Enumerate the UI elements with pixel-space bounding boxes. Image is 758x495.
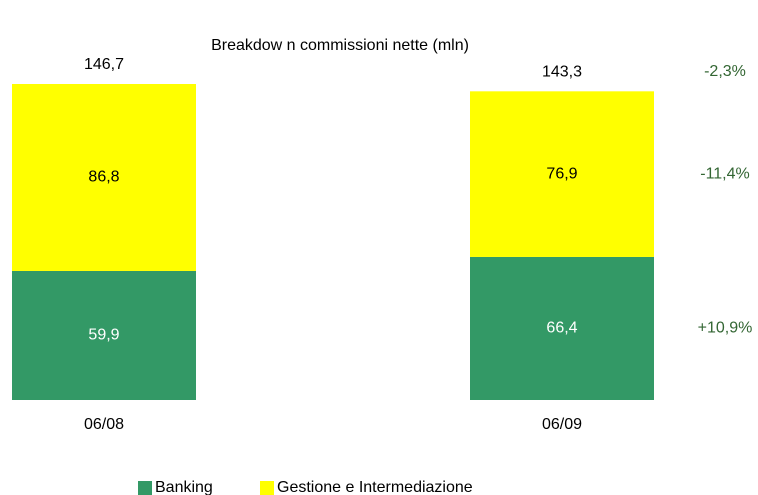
total-label: 146,7 [84,56,124,73]
legend-swatch [138,481,152,495]
total-label: 143,3 [542,64,582,81]
change-label: -11,4% [700,165,750,182]
change-label: -2,3% [704,63,746,80]
x-tick-label: 06/09 [542,416,582,433]
chart-title: Breakdow n commissioni nette (mln) [211,37,469,54]
value-label: 66,4 [546,320,577,337]
bar-segment [470,256,654,400]
bar-segment [470,91,654,257]
legend-label: Banking [155,479,213,495]
bar-segment [12,270,196,400]
bar-segment [12,84,196,271]
legend-swatch [260,481,274,495]
value-label: 76,9 [546,165,577,182]
value-label: 59,9 [88,327,119,344]
value-label: 86,8 [88,169,119,186]
change-label: +10,9% [698,320,753,337]
legend-label: Gestione e Intermediazione [277,479,473,495]
x-tick-label: 06/08 [84,416,124,433]
